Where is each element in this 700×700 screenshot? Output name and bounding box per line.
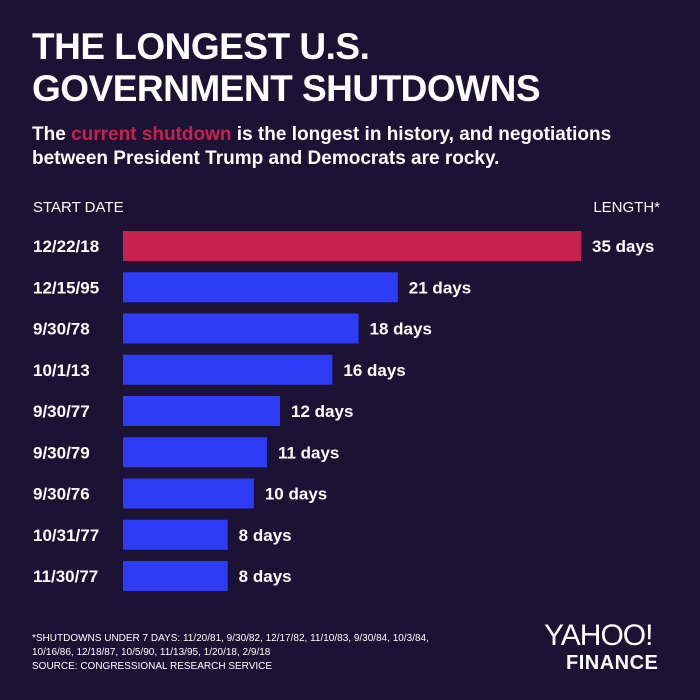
bar-current-shutdown	[123, 231, 581, 261]
start-date-label: 12/22/18	[33, 237, 99, 256]
subtitle-highlight: current shutdown	[71, 124, 232, 145]
bar	[123, 396, 281, 426]
bar	[123, 354, 333, 385]
value-label: 11 days	[278, 443, 339, 462]
value-label: 10 days	[265, 485, 327, 504]
title-line-2: GOVERNMENT SHUTDOWNS	[32, 68, 541, 109]
start-date-label: 11/30/77	[33, 567, 98, 586]
subtitle-pre: The	[32, 124, 72, 145]
start-date-label: 9/30/79	[33, 443, 90, 462]
value-label: 12 days	[291, 402, 353, 421]
value-label: 18 days	[370, 320, 432, 339]
value-label: 8 days	[239, 526, 292, 545]
start-date-label: 10/31/77	[33, 526, 99, 545]
bar	[123, 478, 254, 509]
bar	[123, 313, 359, 344]
value-label: 35 days	[592, 237, 654, 256]
column-header-start-date: START DATE	[33, 199, 124, 216]
column-header-length: LENGTH*	[593, 199, 660, 216]
footnote-source: SOURCE: CONGRESSIONAL RESEARCH SERVICE	[32, 661, 273, 672]
start-date-label: 9/30/78	[33, 320, 90, 339]
start-date-label: 10/1/13	[33, 361, 90, 380]
bar	[123, 437, 267, 468]
bar-chart: 12/22/18 35 days 12/15/95 21 days 9/30/78 18 …	[33, 231, 654, 591]
footnote-line-2: 10/16/86, 12/18/87, 10/5/90, 11/13/95, 1…	[32, 647, 271, 658]
value-label: 21 days	[409, 278, 471, 297]
start-date-label: 9/30/76	[33, 485, 90, 504]
title-line-1: THE LONGEST U.S.	[32, 26, 370, 67]
logo-line-2: FINANCE	[566, 652, 659, 674]
start-date-label: 9/30/77	[33, 402, 90, 421]
chart-subtitle: The current shutdown is the longest in h…	[32, 123, 682, 171]
bar	[123, 272, 398, 303]
chart-title: THE LONGEST U.S. GOVERNMENT SHUTDOWNS	[32, 26, 672, 110]
yahoo-finance-logo: YAHOO! FINANCE	[544, 619, 674, 675]
bar	[123, 519, 228, 550]
footnote: *SHUTDOWNS UNDER 7 DAYS: 11/20/81, 9/30/…	[32, 632, 512, 674]
value-label: 16 days	[343, 361, 405, 380]
start-date-label: 12/15/95	[33, 278, 99, 297]
bar	[123, 561, 228, 591]
subtitle-post: is the longest in history, and negotiati…	[32, 124, 612, 169]
value-label: 8 days	[239, 567, 292, 586]
logo-line-1: YAHOO!	[544, 619, 653, 652]
footnote-line-1: *SHUTDOWNS UNDER 7 DAYS: 11/20/81, 9/30/…	[32, 633, 429, 644]
